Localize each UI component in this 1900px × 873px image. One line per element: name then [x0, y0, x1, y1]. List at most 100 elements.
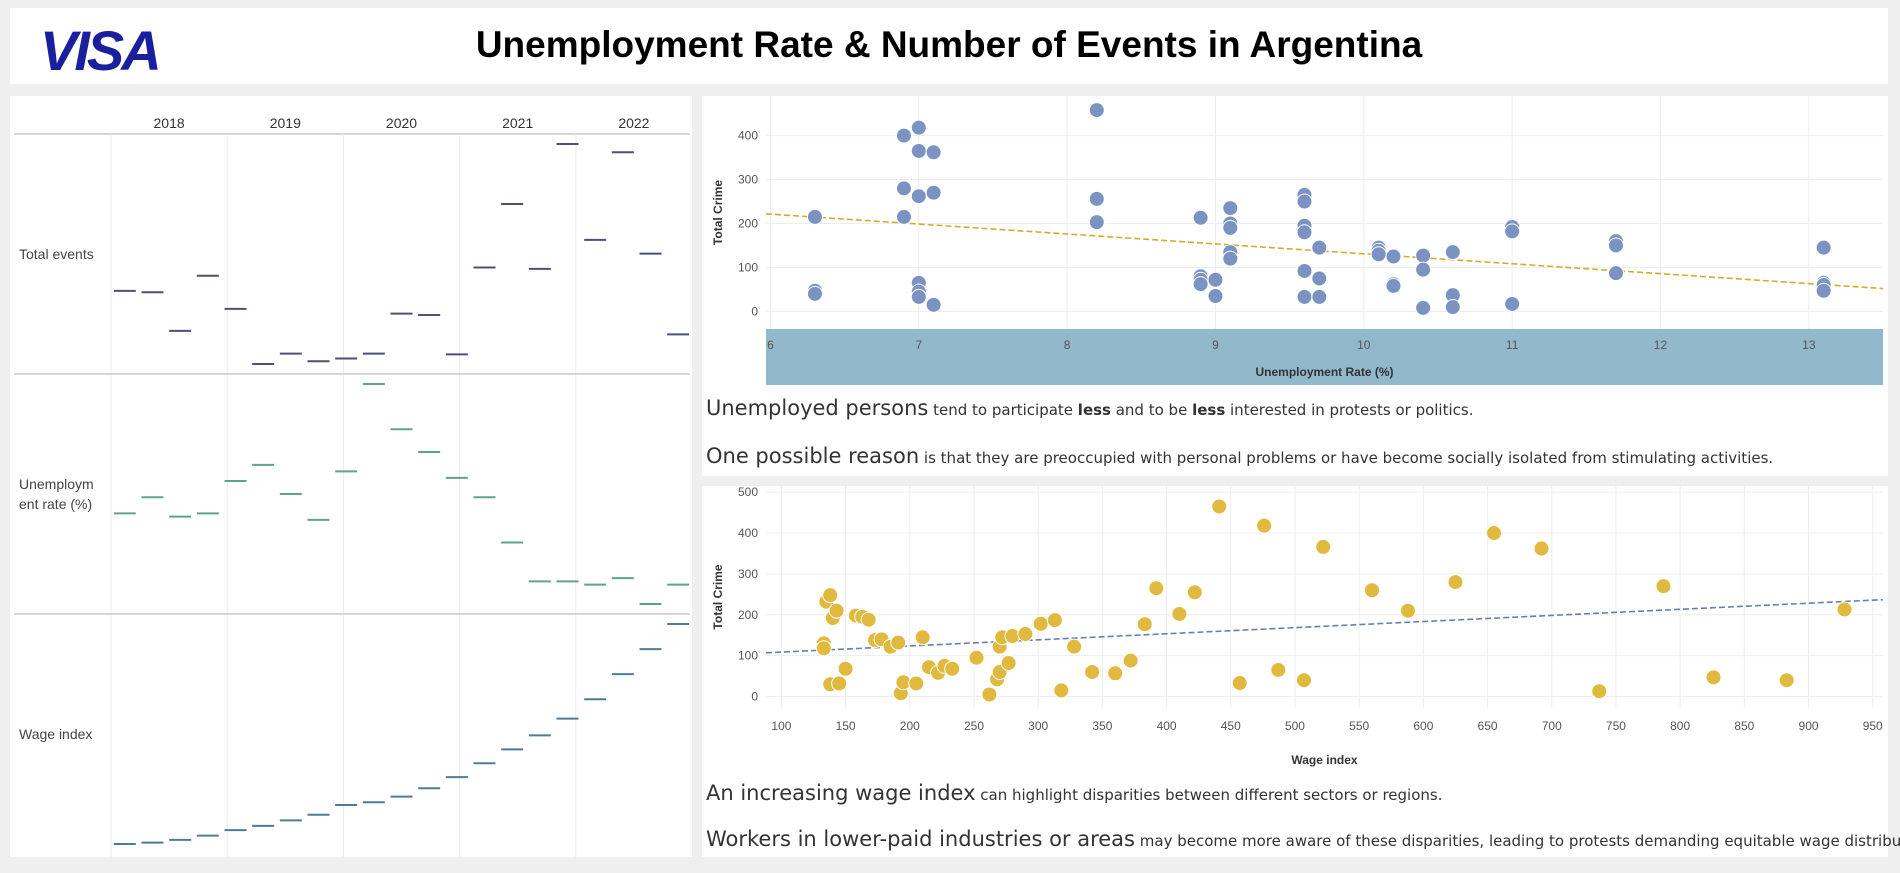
data-point	[1222, 219, 1239, 236]
year-label: 2019	[270, 115, 301, 131]
data-point	[1504, 223, 1521, 240]
data-point	[1607, 237, 1624, 254]
y-axis-title: Total Crime	[711, 564, 725, 629]
x-tick-label: 950	[1863, 719, 1883, 733]
data-point	[1385, 248, 1402, 265]
y-tick-label: 200	[738, 216, 758, 230]
y-tick-label: 200	[738, 608, 758, 622]
data-point	[944, 660, 961, 677]
x-tick-label: 250	[964, 719, 984, 733]
data-point	[1296, 262, 1313, 279]
data-point	[1444, 244, 1461, 261]
insight-heading: Workers in lower-paid industries or area…	[706, 827, 1135, 851]
row-label: Total events	[19, 246, 94, 262]
x-tick-label: 8	[1064, 338, 1071, 352]
y-tick-label: 100	[738, 260, 758, 274]
insight-workers: Workers in lower-paid industries or area…	[706, 827, 1900, 851]
insight-wage: An increasing wage index can highlight d…	[706, 781, 1442, 805]
unemployment-scatter-panel: 0 100 200 300 400 6 7 8 9 10 11 12 13 Unemployment Ra…	[702, 96, 1888, 476]
data-point	[925, 144, 942, 161]
time-series-chart: 2018 2019 2020 2021 2022 Total events Unemploy…	[14, 115, 690, 857]
data-point	[1705, 669, 1722, 686]
data-point	[914, 629, 931, 646]
data-point	[1270, 661, 1287, 678]
data-point	[1000, 655, 1017, 672]
x-tick-label: 11	[1506, 338, 1519, 352]
x-tick-label: 10	[1357, 338, 1371, 352]
data-point	[981, 686, 998, 703]
data-point	[1311, 239, 1328, 256]
data-point	[908, 675, 925, 692]
insight-text: may become more aware of these dispariti…	[1135, 832, 1900, 850]
year-label: 2020	[386, 115, 417, 131]
insight-heading: One possible reason	[706, 444, 920, 468]
x-tick-label: 700	[1542, 719, 1562, 733]
x-tick-label: 12	[1654, 338, 1668, 352]
y-axis-title: Total Crime	[711, 180, 725, 245]
data-point	[1415, 261, 1432, 278]
x-tick-label: 300	[1028, 719, 1048, 733]
data-point	[1231, 675, 1248, 692]
data-point	[1364, 582, 1381, 599]
data-point	[895, 127, 912, 144]
data-point	[890, 634, 907, 651]
data-point	[828, 602, 845, 619]
data-point	[925, 184, 942, 201]
data-point	[895, 208, 912, 225]
insight-heading: An increasing wage index	[706, 781, 976, 805]
data-point	[1088, 214, 1105, 231]
data-point	[1084, 664, 1101, 681]
x-axis-title: Wage index	[1291, 753, 1358, 767]
data-point	[1046, 612, 1063, 629]
data-point	[1311, 288, 1328, 305]
x-tick-label: 13	[1802, 338, 1816, 352]
x-tick-label: 400	[1157, 719, 1177, 733]
data-point	[910, 142, 927, 159]
x-axis-title: Unemployment Rate (%)	[1255, 365, 1393, 379]
x-tick-label: 450	[1221, 719, 1241, 733]
data-point	[1504, 295, 1521, 312]
data-point	[1485, 525, 1502, 542]
x-tick-label: 200	[900, 719, 920, 733]
insight-text: can highlight disparities between differ…	[975, 786, 1443, 804]
data-point	[1295, 672, 1312, 689]
x-tick-label: 750	[1606, 719, 1626, 733]
data-point	[1655, 578, 1672, 595]
x-tick-label: 500	[1285, 719, 1305, 733]
year-label: 2021	[502, 115, 533, 131]
data-point	[1222, 250, 1239, 267]
data-point	[1444, 299, 1461, 316]
data-point	[1088, 190, 1105, 207]
data-point	[1836, 601, 1853, 618]
dashboard-header: VISA Unemployment Rate & Number of Event…	[10, 8, 1888, 84]
data-point	[860, 611, 877, 628]
y-tick-label: 400	[738, 526, 758, 540]
data-point	[831, 675, 848, 692]
data-point	[925, 296, 942, 313]
data-point	[968, 649, 985, 666]
data-point	[1815, 282, 1832, 299]
data-point	[1171, 605, 1188, 622]
data-point	[1222, 200, 1239, 217]
x-tick-label: 350	[1092, 719, 1112, 733]
x-tick-label: 100	[771, 719, 791, 733]
row-label: Wage index	[19, 726, 92, 742]
data-point	[1107, 665, 1124, 682]
data-point	[1385, 277, 1402, 294]
wage-vs-crime-chart: 0 100 200 300 400 500 100 150 200 250 300 350 400 450…	[711, 485, 1884, 767]
visa-logo: VISA	[40, 19, 162, 78]
x-tick-label: 550	[1349, 719, 1369, 733]
data-point	[815, 640, 832, 657]
insight-reason: One possible reason is that they are pre…	[706, 444, 1773, 468]
year-label: 2018	[154, 115, 185, 131]
data-point	[910, 288, 927, 305]
insight-text: is that they are preoccupied with person…	[919, 449, 1774, 467]
data-point	[910, 119, 927, 136]
insight-heading: Unemployed persons	[706, 396, 929, 420]
insight-text: tend to participate less and to be less …	[928, 401, 1474, 419]
trend-line	[765, 598, 1884, 654]
data-point	[1211, 498, 1228, 515]
data-point	[1315, 538, 1332, 555]
data-point	[1447, 574, 1464, 591]
data-point	[1207, 271, 1224, 288]
